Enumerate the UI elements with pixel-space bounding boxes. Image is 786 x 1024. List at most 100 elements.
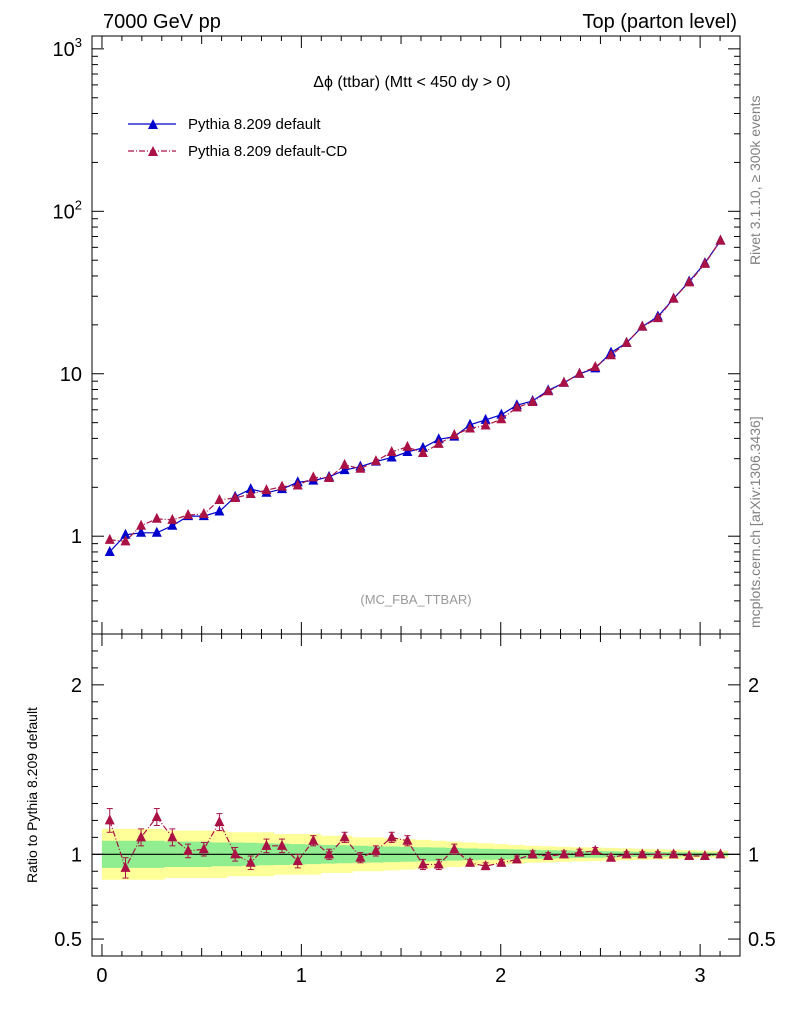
watermark: (MC_FBA_TTBAR) xyxy=(360,592,471,607)
ratio-y-tick-label-right: 1 xyxy=(748,844,759,866)
series-default-line xyxy=(109,240,721,553)
series-default-cd-point xyxy=(324,472,335,483)
ratio-point xyxy=(402,834,413,845)
series-default-cd-point xyxy=(699,257,710,268)
series-default-cd-point xyxy=(480,419,491,430)
ratio-point xyxy=(668,848,679,859)
ratio-point xyxy=(699,850,710,861)
series-default-cd-point xyxy=(386,445,397,456)
ratio-point xyxy=(590,844,601,855)
series-default-point xyxy=(402,445,413,456)
series-default-point xyxy=(339,464,350,475)
series-default-cd-point xyxy=(261,484,272,495)
ratio-point xyxy=(261,839,272,850)
series-default-cd-point xyxy=(605,349,616,360)
series-default-cd-point xyxy=(590,361,601,372)
series-default-cd-point xyxy=(417,447,428,458)
series-default-cd-point xyxy=(449,428,460,439)
x-tick-label: 0 xyxy=(96,965,107,987)
ratio-point xyxy=(465,856,476,867)
x-tick-label: 3 xyxy=(695,965,706,987)
series-default-cd-point xyxy=(496,413,507,424)
header-right: Top (parton level) xyxy=(582,11,737,33)
ratio-series-line xyxy=(109,816,721,870)
ratio-point xyxy=(214,816,225,827)
ratio-point xyxy=(386,831,397,842)
ratio-point xyxy=(558,848,569,859)
series-default-cd-point xyxy=(558,376,569,387)
series-default-cd-point xyxy=(433,437,444,448)
series-default-point xyxy=(480,413,491,424)
y-tick-label: 103 xyxy=(53,35,82,61)
x-tick-label: 1 xyxy=(296,965,307,987)
series-default-cd-point xyxy=(339,458,350,469)
ratio-point xyxy=(277,839,288,850)
ratio-y-tick-label: 0.5 xyxy=(54,929,82,951)
ratio-point xyxy=(715,848,726,859)
series-default-cd-point xyxy=(292,479,303,490)
series-default-cd-point xyxy=(527,396,538,407)
ratio-point xyxy=(527,848,538,859)
legend-label-default-cd: Pythia 8.209 default-CD xyxy=(188,143,347,160)
main-series xyxy=(104,234,726,556)
ratio-frame xyxy=(91,633,741,957)
ratio-point xyxy=(605,851,616,862)
series-default-cd-point xyxy=(511,401,522,412)
y-tick-label: 10 xyxy=(60,364,82,386)
ratio-point xyxy=(637,848,648,859)
ratio-point xyxy=(355,851,366,862)
series-default-cd-point xyxy=(355,462,366,473)
ratio-point xyxy=(245,856,256,867)
ratio-point xyxy=(339,831,350,842)
legend-item-default: Pythia 8.209 default xyxy=(128,116,321,133)
legend-item-default-cd: Pythia 8.209 default-CD xyxy=(128,143,347,160)
series-default-point xyxy=(214,505,225,516)
series-default-cd-point xyxy=(543,385,554,396)
series-default-point xyxy=(167,519,178,530)
series-default-cd-point xyxy=(621,336,632,347)
ratio-point xyxy=(167,831,178,842)
series-default-cd-point xyxy=(167,513,178,524)
series-default-point xyxy=(104,545,115,556)
series-default-point xyxy=(151,526,162,537)
series-default-cd-point xyxy=(198,507,209,518)
series-default-cd-point xyxy=(151,512,162,523)
series-default-cd-point xyxy=(136,519,147,530)
ratio-y-tick-label: 2 xyxy=(71,675,82,697)
series-default-cd-point xyxy=(183,509,194,520)
ratio-point xyxy=(120,861,131,872)
ratio-y-tick-label-right: 2 xyxy=(748,675,759,697)
ratio-point xyxy=(104,814,115,825)
ratio-point xyxy=(433,858,444,869)
ratio-series xyxy=(104,808,726,879)
x-tick-label: 2 xyxy=(495,965,506,987)
ratio-axes: 0.5 0.5 1 1 2 2 0 1 2 3 xyxy=(54,634,776,987)
ratio-point xyxy=(480,860,491,871)
ratio-point xyxy=(417,858,428,869)
legend-label-default: Pythia 8.209 default xyxy=(188,116,321,133)
series-default-cd-point xyxy=(277,480,288,491)
y-tick-label: 102 xyxy=(53,197,82,223)
series-default-cd-point xyxy=(402,440,413,451)
series-default-cd-point xyxy=(684,276,695,287)
ratio-point xyxy=(652,848,663,859)
series-default-cd-point xyxy=(230,491,241,502)
ratio-point xyxy=(543,850,554,861)
main-axes: 1 10 102 103 xyxy=(53,35,741,634)
series-default-cd-point xyxy=(574,367,585,378)
mcplots-label: mcplots.cern.ch [arXiv:1306.3436] xyxy=(747,416,763,628)
series-default-point xyxy=(136,526,147,537)
series-default-cd-point xyxy=(214,494,225,505)
ratio-point xyxy=(621,848,632,859)
series-default-cd-point xyxy=(715,234,726,245)
ratio-point xyxy=(496,856,507,867)
legend: Pythia 8.209 default Pythia 8.209 defaul… xyxy=(128,116,347,160)
ratio-point xyxy=(511,853,522,864)
series-default-cd-point xyxy=(637,320,648,331)
series-default-cd-point xyxy=(308,471,319,482)
ratio-point xyxy=(198,843,209,854)
rivet-label: Rivet 3.1.10, ≥ 300k events xyxy=(747,95,763,265)
series-default-cd-point xyxy=(104,533,115,544)
